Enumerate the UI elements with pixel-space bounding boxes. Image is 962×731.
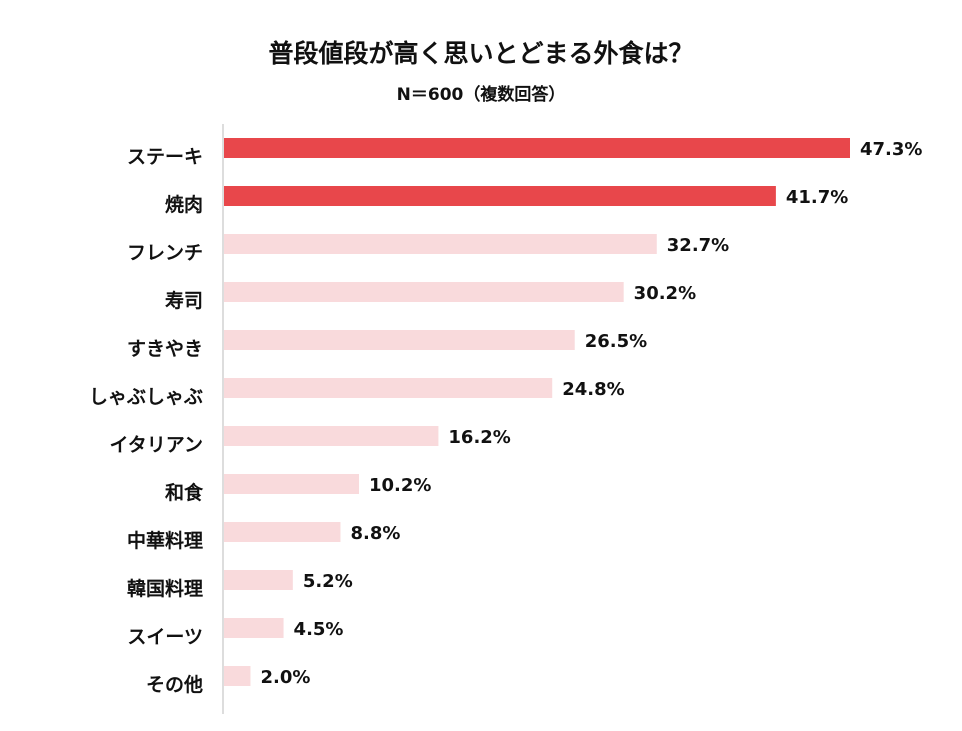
value-label: 4.5% (294, 619, 344, 640)
value-label: 24.8% (562, 379, 624, 400)
value-label: 10.2% (369, 475, 431, 496)
category-label: すきやき (127, 338, 203, 360)
bar (224, 138, 850, 158)
value-label: 41.7% (786, 187, 848, 208)
category-label: 中華料理 (127, 529, 203, 552)
bar (224, 570, 293, 590)
category-label: その他 (146, 673, 203, 696)
bar (224, 186, 776, 206)
category-label: 和食 (165, 481, 204, 504)
bar (224, 234, 657, 254)
bar (224, 282, 624, 302)
category-label: 寿司 (165, 289, 203, 312)
bar (224, 522, 341, 542)
category-label: イタリアン (110, 434, 203, 456)
category-label: スイーツ (127, 626, 203, 648)
value-label: 8.8% (350, 523, 400, 544)
category-label: 韓国料理 (127, 577, 203, 600)
bar (224, 378, 553, 398)
value-label: 26.5% (585, 331, 647, 352)
value-label: 30.2% (634, 283, 696, 304)
chart-title: 普段値段が高く思いとどまる外食は？ (268, 39, 694, 68)
category-label: フレンチ (127, 242, 203, 264)
value-label: 5.2% (303, 571, 353, 592)
chart-subtitle: N＝600（複数回答） (396, 85, 566, 105)
bar (224, 330, 575, 350)
bar (224, 618, 284, 638)
category-label: ステーキ (127, 146, 203, 168)
value-label: 47.3% (860, 139, 922, 160)
bar (224, 426, 439, 446)
value-label: 2.0% (260, 667, 310, 688)
value-label: 32.7% (667, 235, 729, 256)
bar (224, 474, 359, 494)
category-label: しゃぶしゃぶ (89, 386, 203, 408)
value-label: 16.2% (448, 427, 510, 448)
bar (224, 666, 251, 686)
category-label: 焼肉 (165, 193, 203, 216)
